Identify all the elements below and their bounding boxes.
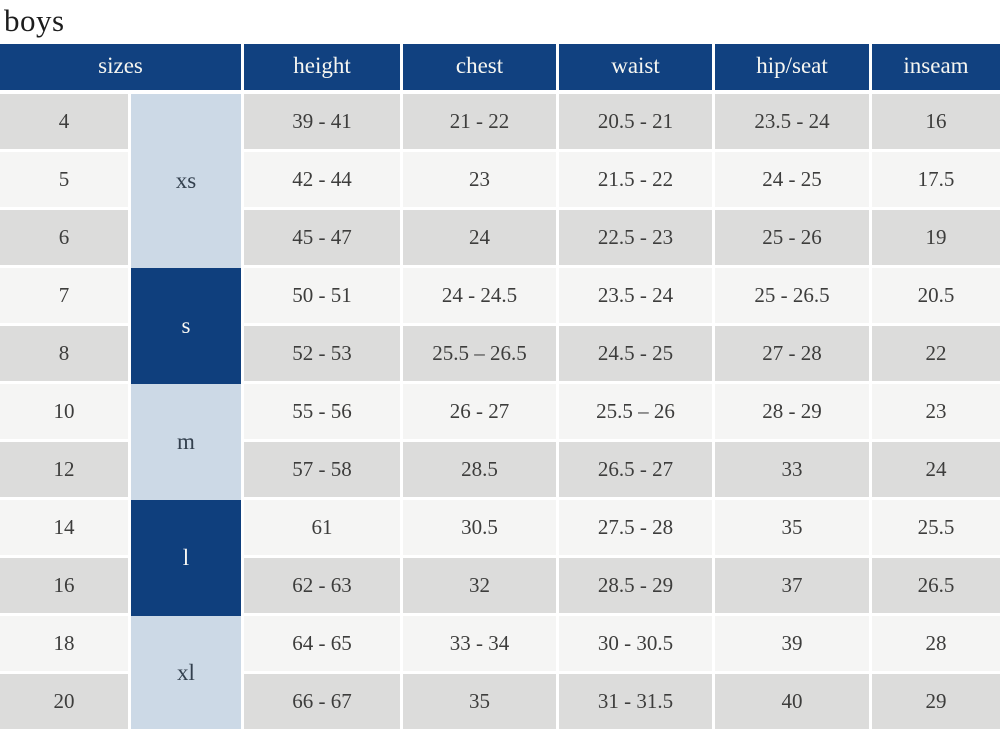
inseam-cell: 26.5 [872,558,1000,616]
size-group-xl: xl [131,616,241,732]
hip-seat-cell: 27 - 28 [715,326,869,384]
size-cell: 7 [0,268,128,326]
height-cell: 39 - 41 [244,94,400,152]
waist-cell: 31 - 31.5 [559,674,712,732]
hip-seat-cell: 23.5 - 24 [715,94,869,152]
chest-cell: 24 [403,210,556,268]
inseam-cell: 16 [872,94,1000,152]
size-chart-table: sizes height chest waist hip/seat inseam… [0,44,1000,732]
size-cell: 6 [0,210,128,268]
chest-cell: 32 [403,558,556,616]
chest-cell: 25.5 – 26.5 [403,326,556,384]
inseam-cell: 22 [872,326,1000,384]
chest-cell: 33 - 34 [403,616,556,674]
column-header-height: height [244,44,400,94]
height-cell: 50 - 51 [244,268,400,326]
page-title: boys [4,3,65,38]
size-group-m: m [131,384,241,500]
height-cell: 66 - 67 [244,674,400,732]
height-cell: 55 - 56 [244,384,400,442]
hip-seat-cell: 28 - 29 [715,384,869,442]
size-cell: 10 [0,384,128,442]
hip-seat-cell: 40 [715,674,869,732]
waist-cell: 28.5 - 29 [559,558,712,616]
chest-cell: 23 [403,152,556,210]
inseam-cell: 23 [872,384,1000,442]
waist-cell: 24.5 - 25 [559,326,712,384]
height-cell: 64 - 65 [244,616,400,674]
chest-cell: 35 [403,674,556,732]
size-group-s: s [131,268,241,384]
waist-cell: 30 - 30.5 [559,616,712,674]
height-cell: 45 - 47 [244,210,400,268]
hip-seat-cell: 25 - 26 [715,210,869,268]
height-cell: 52 - 53 [244,326,400,384]
hip-seat-cell: 33 [715,442,869,500]
column-header-sizes: sizes [0,44,241,94]
chest-cell: 24 - 24.5 [403,268,556,326]
inseam-cell: 29 [872,674,1000,732]
hip-seat-cell: 39 [715,616,869,674]
chest-cell: 30.5 [403,500,556,558]
chest-cell: 28.5 [403,442,556,500]
inseam-cell: 28 [872,616,1000,674]
inseam-cell: 19 [872,210,1000,268]
column-header-waist: waist [559,44,712,94]
inseam-cell: 25.5 [872,500,1000,558]
size-cell: 8 [0,326,128,384]
hip-seat-cell: 25 - 26.5 [715,268,869,326]
height-cell: 42 - 44 [244,152,400,210]
chest-cell: 21 - 22 [403,94,556,152]
size-cell: 16 [0,558,128,616]
size-cell: 5 [0,152,128,210]
waist-cell: 25.5 – 26 [559,384,712,442]
waist-cell: 26.5 - 27 [559,442,712,500]
size-cell: 20 [0,674,128,732]
chest-cell: 26 - 27 [403,384,556,442]
size-cell: 12 [0,442,128,500]
waist-cell: 21.5 - 22 [559,152,712,210]
hip-seat-cell: 37 [715,558,869,616]
column-header-chest: chest [403,44,556,94]
inseam-cell: 17.5 [872,152,1000,210]
height-cell: 57 - 58 [244,442,400,500]
waist-cell: 23.5 - 24 [559,268,712,326]
size-cell: 18 [0,616,128,674]
size-cell: 14 [0,500,128,558]
size-group-l: l [131,500,241,616]
column-header-hip-seat: hip/seat [715,44,869,94]
height-cell: 62 - 63 [244,558,400,616]
inseam-cell: 20.5 [872,268,1000,326]
hip-seat-cell: 35 [715,500,869,558]
column-header-inseam: inseam [872,44,1000,94]
waist-cell: 27.5 - 28 [559,500,712,558]
inseam-cell: 24 [872,442,1000,500]
hip-seat-cell: 24 - 25 [715,152,869,210]
size-group-xs: xs [131,94,241,268]
waist-cell: 20.5 - 21 [559,94,712,152]
height-cell: 61 [244,500,400,558]
size-cell: 4 [0,94,128,152]
waist-cell: 22.5 - 23 [559,210,712,268]
